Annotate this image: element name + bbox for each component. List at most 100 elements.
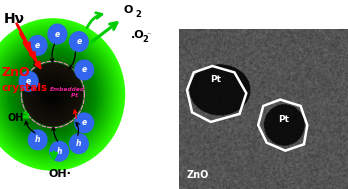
Circle shape — [0, 39, 106, 150]
Circle shape — [35, 76, 71, 113]
Circle shape — [37, 78, 69, 111]
Circle shape — [5, 44, 100, 145]
Circle shape — [52, 93, 54, 96]
Circle shape — [52, 94, 54, 95]
Circle shape — [42, 84, 63, 105]
Circle shape — [8, 47, 98, 142]
Text: h: h — [35, 135, 40, 144]
Circle shape — [39, 80, 67, 109]
Circle shape — [33, 74, 73, 115]
Circle shape — [20, 60, 86, 129]
Circle shape — [0, 25, 119, 164]
Circle shape — [38, 79, 68, 110]
Circle shape — [14, 53, 92, 136]
Circle shape — [46, 87, 60, 102]
Circle shape — [0, 23, 121, 166]
Circle shape — [0, 24, 120, 165]
Circle shape — [32, 73, 73, 116]
Circle shape — [13, 52, 93, 137]
Text: ZnO: ZnO — [2, 66, 30, 79]
Circle shape — [26, 66, 79, 123]
Circle shape — [11, 50, 95, 139]
Circle shape — [43, 84, 63, 105]
Circle shape — [48, 24, 67, 44]
Circle shape — [75, 113, 94, 133]
Circle shape — [45, 86, 61, 103]
Circle shape — [0, 20, 124, 169]
Circle shape — [41, 82, 64, 107]
Circle shape — [0, 21, 123, 168]
Circle shape — [49, 91, 57, 98]
Circle shape — [47, 88, 59, 101]
Circle shape — [18, 58, 88, 131]
Circle shape — [2, 41, 104, 148]
Circle shape — [45, 86, 61, 103]
Circle shape — [7, 46, 98, 143]
Text: O: O — [124, 5, 133, 15]
Circle shape — [31, 72, 74, 117]
Circle shape — [35, 76, 71, 113]
Circle shape — [33, 74, 73, 115]
Circle shape — [29, 69, 77, 120]
Circle shape — [50, 92, 56, 97]
Circle shape — [14, 54, 92, 135]
Circle shape — [51, 93, 55, 96]
Circle shape — [0, 29, 115, 160]
Text: 2: 2 — [135, 10, 141, 19]
Circle shape — [21, 60, 85, 129]
Circle shape — [0, 19, 125, 170]
Circle shape — [48, 89, 58, 100]
Circle shape — [0, 27, 117, 162]
Circle shape — [23, 63, 82, 126]
Circle shape — [44, 85, 62, 104]
Circle shape — [40, 81, 65, 108]
Text: OH: OH — [7, 113, 24, 123]
Circle shape — [0, 26, 117, 163]
Text: e: e — [82, 65, 87, 74]
Text: Pt: Pt — [278, 115, 289, 124]
Circle shape — [26, 66, 80, 123]
Circle shape — [40, 81, 65, 108]
Text: e: e — [35, 41, 40, 50]
Circle shape — [29, 69, 77, 120]
Circle shape — [28, 68, 78, 121]
Text: ZnO: ZnO — [187, 170, 209, 180]
Circle shape — [9, 48, 97, 141]
Circle shape — [37, 77, 69, 112]
Text: crystals: crystals — [2, 83, 48, 93]
Circle shape — [23, 63, 82, 126]
Circle shape — [25, 65, 81, 124]
Text: h: h — [56, 147, 62, 156]
Circle shape — [70, 134, 88, 153]
Text: e: e — [76, 37, 81, 46]
Circle shape — [15, 55, 90, 134]
Circle shape — [47, 88, 59, 101]
Circle shape — [34, 75, 71, 114]
Circle shape — [5, 43, 101, 146]
Circle shape — [40, 81, 66, 108]
Circle shape — [0, 38, 106, 151]
Circle shape — [0, 33, 111, 156]
Circle shape — [0, 22, 122, 167]
Circle shape — [44, 85, 62, 104]
Circle shape — [46, 87, 60, 102]
Circle shape — [50, 91, 56, 98]
Circle shape — [24, 64, 81, 125]
Circle shape — [0, 37, 108, 152]
Circle shape — [6, 45, 100, 144]
Circle shape — [70, 32, 88, 51]
Circle shape — [17, 57, 89, 132]
Circle shape — [29, 70, 77, 119]
Text: 2: 2 — [142, 35, 148, 44]
Circle shape — [19, 59, 87, 130]
Circle shape — [0, 32, 112, 157]
Circle shape — [27, 67, 79, 122]
Circle shape — [32, 73, 73, 116]
Circle shape — [28, 36, 47, 55]
Circle shape — [31, 72, 74, 117]
Circle shape — [41, 82, 65, 107]
Circle shape — [28, 68, 78, 121]
Circle shape — [28, 130, 47, 150]
Circle shape — [30, 70, 76, 119]
Circle shape — [11, 51, 94, 138]
